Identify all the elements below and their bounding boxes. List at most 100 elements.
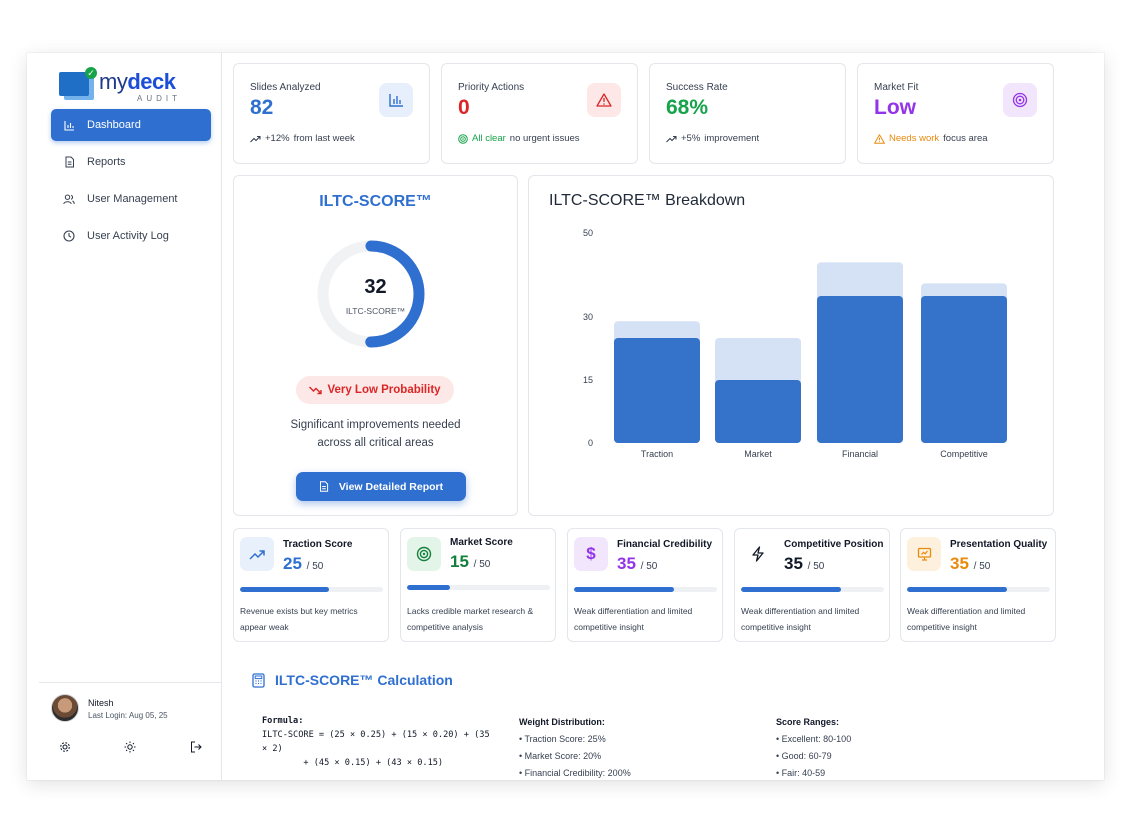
chart-title: ILTC-SCORE™ Breakdown	[549, 192, 746, 209]
avatar[interactable]	[51, 694, 79, 722]
document-icon	[63, 156, 75, 168]
sidebar-item-dashboard[interactable]: Dashboard	[51, 109, 211, 141]
app-window: ✓ mydeck AUDIT Dashboard Reports	[27, 53, 1104, 780]
bar-financial-series-2	[817, 296, 903, 443]
bar-market-series-2	[715, 380, 801, 443]
stat-note: Needs work focus area	[874, 133, 988, 144]
score-ring-progress	[317, 240, 425, 348]
y-tick-label: 50	[583, 228, 593, 238]
score-label: ILTC-SCORE™	[345, 306, 406, 316]
metric-card-competitive-position[interactable]: Competitive Position 35 / 50 Weak differ…	[734, 528, 890, 642]
metric-value: 25 / 50	[283, 554, 324, 573]
x-tick-label: Competitive	[940, 449, 988, 459]
weight-distribution: Weight Distribution: • Traction Score: 2…	[519, 714, 631, 780]
stat-title: Market Fit	[874, 82, 919, 93]
stat-card-slides-analyzed[interactable]: Slides Analyzed 82 +12% from last week	[233, 63, 430, 164]
formula-block: Formula: ILTC-SCORE = (25 × 0.25) + (15 …	[262, 714, 490, 770]
stat-value: 0	[458, 96, 470, 119]
metric-card-traction[interactable]: Traction Score 25 / 50 Revenue exists bu…	[233, 528, 389, 642]
formula-line: × 2)	[262, 744, 283, 754]
metric-title: Presentation Quality	[950, 539, 1048, 550]
metric-description: Revenue exists but key metrics appear we…	[240, 606, 358, 632]
stat-value: Low	[874, 96, 916, 119]
metric-description: Weak differentiation and limited competi…	[574, 606, 693, 632]
metric-value: 35 / 50	[617, 554, 658, 573]
sidebar-item-label: Dashboard	[87, 119, 141, 131]
metric-title: Financial Credibility	[617, 539, 713, 550]
stat-card-success-rate[interactable]: Success Rate 68% +5% improvement	[649, 63, 846, 164]
stat-note: All clear no urgent issues	[458, 133, 580, 144]
bar-chart-icon	[63, 119, 75, 131]
stat-note: +12% from last week	[250, 133, 355, 144]
sidebar-item-user-activity-log[interactable]: User Activity Log	[51, 220, 211, 252]
bar-chart: 0 15 30 50 Traction Market Financial Competitiv…	[583, 228, 1007, 459]
sidebar-item-label: Reports	[87, 156, 126, 168]
logo-wordmark: mydeck	[99, 69, 176, 94]
sidebar-item-reports[interactable]: Reports	[51, 146, 211, 178]
metric-value: 15 / 50	[450, 552, 491, 571]
sidebar: ✓ mydeck AUDIT Dashboard Reports	[27, 53, 222, 780]
sidebar-item-label: User Management	[87, 193, 178, 205]
metric-progress-bar	[907, 587, 1050, 592]
stat-card-priority-actions[interactable]: Priority Actions 0 All clear no urgent is…	[441, 63, 638, 164]
metric-progress-bar	[741, 587, 884, 592]
target-icon	[458, 133, 468, 144]
formula-line: ILTC-SCORE = (25 × 0.25) + (15 × 0.20) +…	[262, 730, 490, 740]
x-tick-label: Financial	[842, 449, 878, 459]
app-logo[interactable]: ✓ mydeck AUDIT	[59, 67, 189, 109]
target-icon	[407, 537, 441, 571]
stat-card-market-fit[interactable]: Market Fit Low Needs work focus area	[857, 63, 1054, 164]
warning-icon	[874, 133, 885, 144]
last-login: Last Login: Aug 05, 25	[88, 711, 168, 720]
document-icon	[319, 481, 328, 492]
view-detailed-report-button[interactable]: View Detailed Report	[296, 472, 466, 501]
trend-up-icon	[240, 537, 274, 571]
users-icon	[63, 193, 75, 205]
y-tick-label: 30	[583, 312, 593, 322]
bar-traction-series-2	[614, 338, 700, 443]
metric-description: Lacks credible market research & competi…	[407, 606, 534, 632]
x-tick-label: Traction	[641, 449, 673, 459]
metric-description: Weak differentiation and limited competi…	[907, 606, 1026, 632]
stat-note: +5% improvement	[666, 133, 759, 144]
dollar-icon: $	[574, 537, 608, 571]
stat-title: Success Rate	[666, 82, 728, 93]
sidebar-item-label: User Activity Log	[87, 230, 169, 242]
stat-title: Priority Actions	[458, 82, 525, 93]
formula-label: Formula:	[262, 716, 304, 726]
y-tick-label: 15	[583, 375, 593, 385]
breakdown-chart-card: ILTC-SCORE™ Breakdown 0 15 30 50 Traction Mar…	[528, 175, 1054, 516]
metric-title: Market Score	[450, 537, 513, 548]
metric-card-market[interactable]: Market Score 15 / 50 Lacks credible mark…	[400, 528, 556, 642]
range-item: • Excellent: 80-100	[776, 734, 852, 744]
metric-card-financial-credibility[interactable]: $ Financial Credibility 35 / 50 Weak dif…	[567, 528, 723, 642]
score-ring	[317, 240, 425, 348]
metric-card-presentation-quality[interactable]: Presentation Quality 35 / 50 Weak differ…	[900, 528, 1056, 642]
logout-icon[interactable]	[190, 740, 202, 753]
trend-up-icon	[666, 135, 677, 142]
trend-down-icon	[309, 386, 323, 394]
score-card-title: ILTC-SCORE™	[319, 193, 432, 210]
main-content: Slides Analyzed 82 +12% from last week Pr…	[222, 53, 1104, 780]
bar-chart-icon	[379, 83, 413, 117]
stat-title: Slides Analyzed	[250, 82, 321, 93]
sidebar-item-user-management[interactable]: User Management	[51, 183, 211, 215]
y-tick-label: 0	[588, 438, 593, 448]
warning-icon	[587, 83, 621, 117]
weight-item: • Financial Credibility: 200%	[519, 768, 631, 778]
settings-icon[interactable]	[59, 740, 71, 752]
score-value: 32	[364, 276, 387, 298]
range-item: • Fair: 40-59	[776, 768, 826, 778]
x-tick-label: Market	[744, 449, 772, 459]
bolt-icon	[741, 537, 775, 571]
presentation-icon	[907, 537, 941, 571]
calculation-heading: ILTC-SCORE™ Calculation	[252, 672, 453, 688]
weight-item: • Traction Score: 25%	[519, 734, 606, 744]
metric-progress-bar	[407, 585, 550, 590]
weight-item: • Market Score: 20%	[519, 751, 602, 761]
target-icon	[1003, 83, 1037, 117]
sun-icon[interactable]	[124, 740, 136, 753]
metric-value: 35 / 50	[950, 554, 991, 573]
weights-label: Weight Distribution:	[519, 717, 605, 727]
metric-value: 35 / 50	[784, 554, 825, 573]
